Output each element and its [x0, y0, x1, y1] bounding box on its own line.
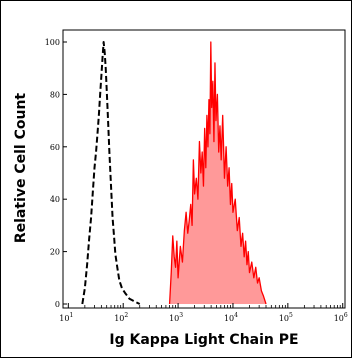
x-tick-label: 105: [279, 312, 293, 323]
plot-area: [81, 41, 267, 305]
x-tick-label: 106: [334, 312, 348, 323]
x-tick-label: 102: [114, 312, 128, 323]
y-tick-label: 60: [50, 143, 60, 152]
x-tick-label: 101: [59, 312, 73, 323]
axis-ticks: 0 20 40 60 80 100 101 102 103 104 105 106: [45, 38, 348, 323]
series-0-line: [81, 41, 141, 305]
x-axis-title: Ig Kappa Light Chain PE: [109, 332, 298, 348]
y-axis-title: Relative Cell Count: [13, 93, 29, 244]
series-1-line: [168, 41, 267, 305]
y-tick-label: 0: [55, 300, 60, 309]
x-tick-label: 103: [169, 312, 183, 323]
x-tick-label: 104: [224, 312, 238, 323]
y-tick-label: 20: [50, 248, 60, 257]
series-1-fill: [169, 42, 267, 304]
y-tick-label: 100: [45, 38, 60, 47]
y-tick-label: 40: [50, 195, 60, 204]
y-tick-label: 80: [50, 90, 60, 99]
